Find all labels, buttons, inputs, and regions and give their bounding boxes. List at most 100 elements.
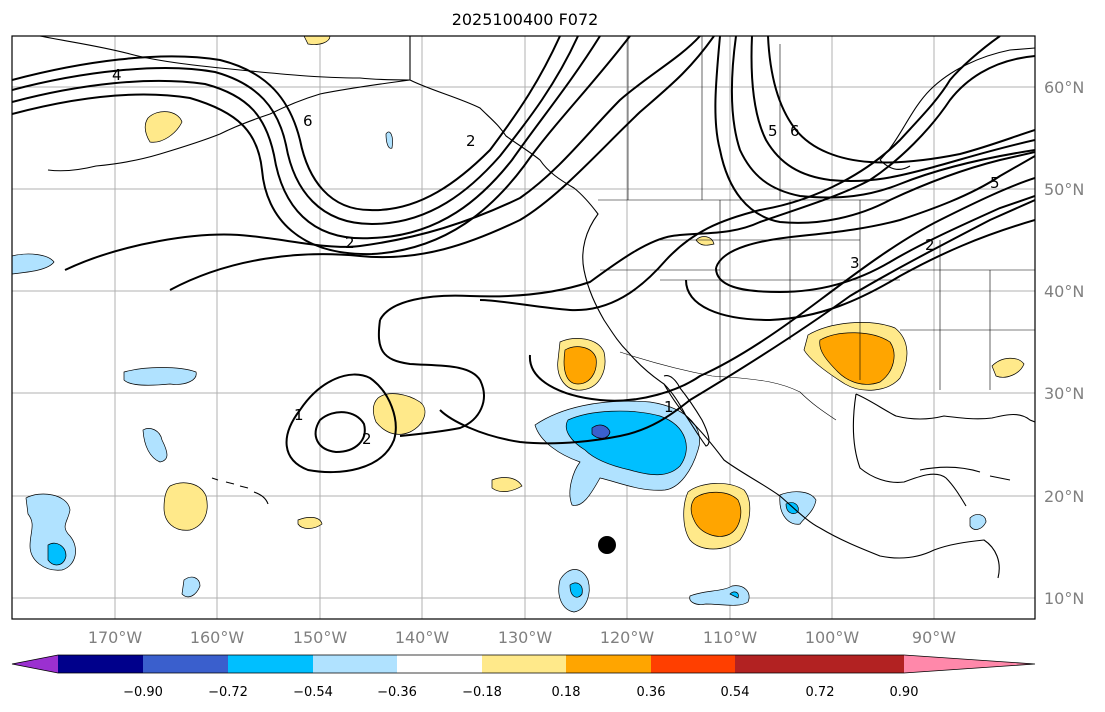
coastline-hawaii [211, 477, 269, 505]
contour-line [12, 36, 631, 256]
positive-anomaly-region [163, 482, 208, 531]
colorbar-segment [651, 655, 735, 673]
contour-line [730, 36, 1035, 199]
positive-anomaly-region [491, 477, 523, 492]
negative-anomaly-region [591, 424, 611, 439]
coastline-gulf [852, 393, 1035, 507]
coastline-cuba [919, 466, 1011, 481]
colorbar-segment [820, 655, 904, 673]
contour-line [169, 36, 715, 291]
contour-label: 2 [925, 236, 935, 254]
coastline-alaska-north [39, 36, 411, 81]
colorbar-tick-label: −0.18 [462, 685, 502, 700]
anomaly-fill-layer [12, 36, 1025, 613]
negative-anomaly-region [123, 367, 197, 386]
contour-line [767, 36, 1035, 164]
political-borders [409, 36, 1035, 421]
negative-anomaly-region [142, 428, 168, 463]
negative-anomaly-region [181, 576, 201, 598]
lon-label: 120°W [600, 628, 655, 647]
lat-label: 40°N [1044, 282, 1084, 301]
lat-label: 60°N [1044, 78, 1084, 97]
colorbar: −0.90 −0.72 −0.54 −0.36 −0.18 0.18 0.36 … [11, 654, 1036, 700]
colorbar-segment [397, 655, 482, 673]
contour-lines [12, 36, 1035, 474]
positive-anomaly-region [690, 491, 742, 537]
contour-line [12, 36, 561, 212]
positive-anomaly-region [695, 236, 715, 246]
negative-anomaly-region [969, 514, 987, 530]
lon-label: 160°W [190, 628, 245, 647]
coastline-baja [663, 375, 710, 447]
contour-label-layer: 4 6 2 6 5 2 3 5 2 1 2 1 [112, 66, 1000, 448]
lon-label: 130°W [498, 628, 553, 647]
contour-label: 2 [345, 234, 355, 252]
colorbar-tick-label: −0.54 [293, 685, 333, 700]
colorbar-tick-label: 0.54 [721, 685, 750, 700]
positive-anomaly-region [372, 393, 426, 435]
lat-label: 50°N [1044, 180, 1084, 199]
negative-anomaly-region [12, 253, 55, 275]
lat-label: 10°N [1044, 589, 1084, 608]
lat-label: 20°N [1044, 487, 1084, 506]
map-border [11, 35, 1036, 620]
colorbar-tick-label: 0.72 [806, 685, 835, 700]
contour-label: 6 [790, 122, 800, 140]
contour-label: 5 [990, 174, 1000, 192]
contour-line [528, 177, 1035, 402]
longitude-labels: 170°W 160°W 150°W 140°W 130°W 120°W 110°… [88, 628, 956, 647]
lon-label: 150°W [293, 628, 348, 647]
contour-line [12, 36, 601, 240]
contour-label: 1 [294, 406, 304, 424]
colorbar-segment [143, 655, 228, 673]
contour-line [715, 155, 1035, 269]
negative-anomaly-region [385, 131, 393, 149]
contour-line [750, 36, 1035, 183]
contour-label: 6 [303, 112, 313, 130]
contour-line [685, 219, 1035, 322]
contour-label: 5 [768, 122, 778, 140]
contour-label: 3 [850, 254, 860, 272]
negative-anomaly-region [689, 585, 750, 606]
lat-label: 30°N [1044, 384, 1084, 403]
colorbar-tick-label: −0.72 [208, 685, 248, 700]
coastline-alaska [47, 79, 411, 172]
positive-anomaly-region [297, 517, 323, 529]
graticule [12, 36, 1035, 619]
lon-label: 110°W [703, 628, 758, 647]
lon-label: 140°W [395, 628, 450, 647]
contour-line [64, 36, 701, 271]
contour-line [479, 36, 1001, 312]
contour-line [714, 36, 1035, 224]
contour-line [715, 195, 1035, 294]
contour-line [285, 373, 397, 474]
positive-anomaly-region [563, 346, 597, 385]
lon-label: 100°W [805, 628, 860, 647]
contour-line [12, 36, 579, 226]
colorbar-extend-low [12, 655, 58, 673]
negative-anomaly-region [729, 591, 739, 599]
storm-position-marker[interactable] [598, 536, 616, 554]
contour-line [439, 199, 1035, 445]
lon-label: 170°W [88, 628, 143, 647]
contour-label: 1 [664, 398, 674, 416]
negative-anomaly-region [47, 542, 67, 566]
colorbar-tick-label: −0.90 [123, 685, 163, 700]
colorbar-tick-label: 0.36 [637, 685, 666, 700]
contour-line [314, 411, 366, 454]
colorbar-segment [228, 655, 313, 673]
colorbar-segment [313, 655, 397, 673]
colorbar-segment [482, 655, 566, 673]
lon-label: 90°W [912, 628, 956, 647]
colorbar-segment [58, 655, 143, 673]
chart-title: 2025100400 F072 [451, 10, 599, 29]
contour-label: 4 [112, 66, 122, 84]
colorbar-segment [735, 655, 820, 673]
positive-anomaly-region [819, 332, 895, 385]
positive-anomaly-region [144, 111, 183, 143]
contour-line [377, 319, 485, 437]
colorbar-segment [566, 655, 651, 673]
colorbar-tick-label: −0.36 [377, 685, 417, 700]
contour-label: 2 [466, 132, 476, 150]
